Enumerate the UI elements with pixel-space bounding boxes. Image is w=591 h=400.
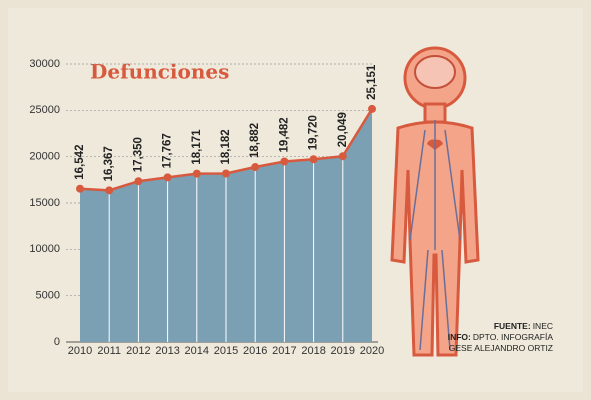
y-tick-label: 15000 xyxy=(29,197,60,209)
value-label: 19,720 xyxy=(308,115,320,150)
marker xyxy=(76,184,84,193)
credit-label: INFO: xyxy=(448,332,471,342)
x-tick-label: 2011 xyxy=(97,345,121,357)
x-tick-label: 2018 xyxy=(301,345,325,357)
y-tick-label: 5000 xyxy=(36,290,60,302)
value-label: 16,367 xyxy=(103,146,115,181)
marker xyxy=(251,163,260,172)
value-label: 18,171 xyxy=(191,129,203,165)
value-label: 17,767 xyxy=(162,133,174,168)
x-tick-label: 2012 xyxy=(126,345,150,357)
marker xyxy=(368,104,376,113)
credit: INFO: DPTO. INFOGRAFÍA xyxy=(448,332,554,342)
credit-text: GESE ALEJANDRO ORTIZ xyxy=(449,343,553,353)
y-tick-label: 30000 xyxy=(29,58,60,70)
marker xyxy=(134,177,143,186)
y-tick-label: 0 xyxy=(54,336,60,348)
marker xyxy=(222,169,230,178)
credit-text: INEC xyxy=(533,321,553,331)
credit-label: FUENTE: xyxy=(494,321,531,331)
marker xyxy=(280,157,289,166)
chart-title: Defunciones xyxy=(90,60,229,84)
human-figure xyxy=(390,46,480,357)
value-label: 18,182 xyxy=(220,129,232,164)
x-tick-label: 2014 xyxy=(185,345,209,357)
marker xyxy=(192,169,201,178)
value-label: 17,350 xyxy=(132,137,144,172)
value-label: 25,151 xyxy=(366,64,378,100)
credit-text: DPTO. INFOGRAFÍA xyxy=(473,332,553,342)
value-label: 20,049 xyxy=(337,112,349,147)
x-tick-label: 2010 xyxy=(68,345,92,357)
x-tick-label: 2016 xyxy=(243,345,267,357)
marker xyxy=(163,173,172,182)
x-tick-label: 2015 xyxy=(214,345,238,357)
y-tick-label: 20000 xyxy=(29,151,60,163)
x-tick-label: 2017 xyxy=(272,345,296,357)
credit: FUENTE: INEC xyxy=(494,321,553,331)
value-label: 18,882 xyxy=(249,123,261,158)
value-label: 16,542 xyxy=(74,145,86,180)
x-tick-label: 2020 xyxy=(360,345,384,357)
credit: GESE ALEJANDRO ORTIZ xyxy=(449,343,553,353)
x-tick-label: 2013 xyxy=(155,345,179,357)
marker xyxy=(105,186,114,195)
marker xyxy=(309,155,318,164)
marker xyxy=(338,152,347,161)
y-tick-label: 10000 xyxy=(29,243,60,255)
value-label: 19,482 xyxy=(278,117,290,152)
y-tick-label: 25000 xyxy=(29,104,60,116)
x-tick-label: 2019 xyxy=(331,345,355,357)
